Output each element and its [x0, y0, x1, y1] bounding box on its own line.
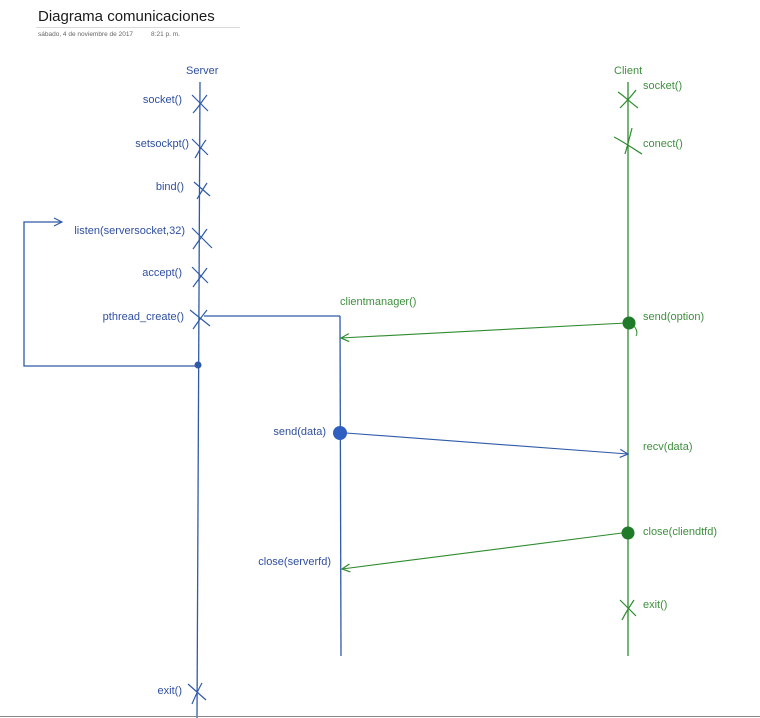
- cross-mark-client-connect: [613, 127, 643, 155]
- cross-mark-listen: [191, 227, 213, 250]
- page-title: Diagrama comunicaciones: [38, 8, 215, 25]
- server-call-setsockopt: setsockpt(): [135, 138, 189, 150]
- client-call-exit: exit(): [643, 599, 668, 611]
- client-call-send-option: send(option): [643, 311, 705, 323]
- server-lifeline: [196, 81, 201, 718]
- server-call-socket: socket(): [142, 94, 182, 106]
- listen-loop-arrow: [23, 222, 198, 367]
- server-call-marks: [187, 94, 213, 705]
- thread-call-send-data: send(data): [273, 426, 326, 438]
- server-header: Server: [186, 65, 219, 77]
- cross-mark-pthread: [189, 309, 211, 330]
- bottom-border: [0, 716, 760, 717]
- thread-header: clientmanager(): [340, 296, 417, 308]
- server-call-exit: exit(): [157, 685, 182, 697]
- close-client-arrow: [342, 532, 623, 569]
- client-header: Client: [614, 65, 643, 77]
- cross-mark-exit: [187, 682, 207, 705]
- thread-call-close-serverfd: close(serverfd): [258, 556, 331, 568]
- client-call-recv-data: recv(data): [643, 441, 693, 453]
- cross-mark-client-socket: [617, 89, 639, 109]
- server-call-listen: listen(serversocket,32): [74, 225, 185, 237]
- page-time: 8:21 p. m.: [151, 31, 180, 38]
- close-client-dot: [621, 526, 635, 540]
- send-data-arrow: [345, 432, 628, 454]
- send-option-tick: [633, 325, 638, 337]
- thread-lifeline: [339, 315, 342, 657]
- server-call-pthread-create: pthread_create(): [102, 311, 184, 323]
- page-timestamp: sábado, 4 de noviembre de 2017 8:21 p. m.: [38, 31, 180, 38]
- client-call-connect: conect(): [643, 138, 683, 150]
- send-option-dot: [622, 316, 636, 330]
- server-call-accept: accept(): [142, 267, 182, 279]
- cross-mark-setsockopt: [191, 138, 209, 159]
- page-date: sábado, 4 de noviembre de 2017: [38, 31, 134, 38]
- send-data-dot: [333, 426, 347, 440]
- client-call-marks: [613, 89, 643, 621]
- cross-mark-socket: [191, 94, 209, 114]
- title-divider: [36, 27, 240, 28]
- client-call-socket: socket(): [643, 80, 683, 92]
- client-call-close-clientfd: close(cliendtfd): [643, 526, 717, 538]
- cross-mark-client-exit: [619, 599, 637, 621]
- send-option-arrow: [341, 322, 627, 338]
- server-call-bind: bind(): [155, 181, 184, 193]
- cross-mark-accept: [191, 266, 209, 288]
- cross-mark-bind: [193, 181, 211, 200]
- loop-origin-dot: [194, 361, 202, 369]
